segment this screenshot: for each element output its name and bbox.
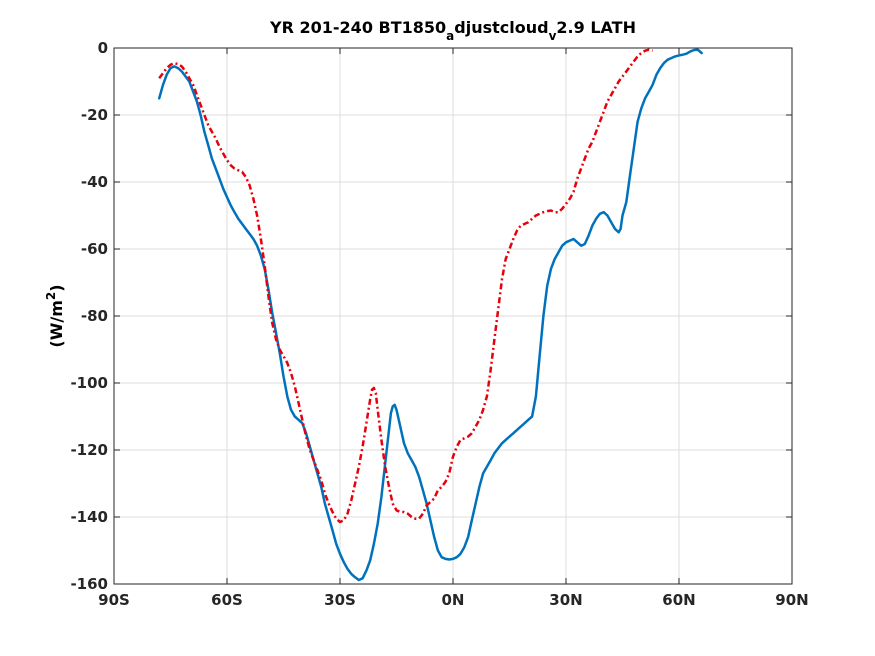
series-layer (157, 48, 703, 582)
title-subscript-2: v (549, 29, 557, 43)
series-line-2 (158, 48, 653, 524)
y-tick-label: -20 (81, 106, 108, 124)
x-tick-label: 30S (324, 591, 356, 609)
y-tick-label: -160 (70, 575, 108, 593)
y-tick-label: -140 (70, 508, 108, 526)
title-part-3: 2.9 LATH (556, 18, 636, 37)
y-tick-label: 0 (98, 39, 108, 57)
y-tick-label: -80 (81, 307, 108, 325)
x-tick-label: 90N (775, 591, 808, 609)
title-part-1: YR 201-240 BT1850 (269, 18, 446, 37)
x-tick-label: 60N (662, 591, 695, 609)
x-tick-label: 0N (442, 591, 465, 609)
y-tick-label: -60 (81, 240, 108, 258)
chart-title: YR 201-240 BT1850adjustcloudv2.9 LATH (269, 18, 636, 43)
y-axis-label-superscript: 2 (44, 292, 58, 300)
axis-ticks: 90S 60S 30S 0N 30N 60N 90N -160 -140 -120 -100 -80 -… (70, 39, 808, 609)
y-tick-label: -40 (81, 173, 108, 191)
x-tick-label: 30N (549, 591, 582, 609)
title-part-2: djustcloud (454, 18, 548, 37)
y-tick-label: -120 (70, 441, 108, 459)
grid-lines (114, 48, 792, 584)
title-subscript-1: a (446, 29, 454, 43)
x-tick-label: 60S (211, 591, 243, 609)
series-line-1 (157, 48, 703, 582)
y-tick-label: -100 (70, 374, 108, 392)
x-tick-label: 90S (98, 591, 130, 609)
y-axis-label-prefix: (W/m (47, 300, 66, 347)
y-axis-label: (W/m2) (44, 284, 66, 347)
y-axis-label-suffix: ) (47, 284, 66, 291)
